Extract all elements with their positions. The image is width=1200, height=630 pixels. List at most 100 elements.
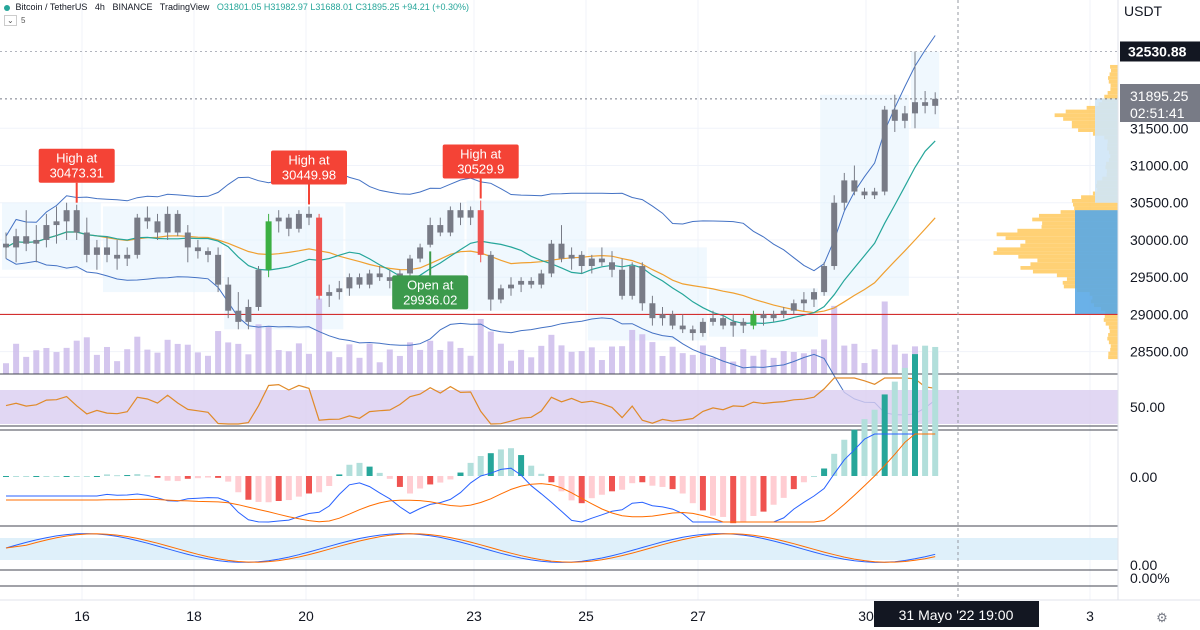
candle[interactable]	[83, 217, 90, 263]
candle[interactable]	[346, 273, 353, 296]
candle[interactable]	[417, 243, 424, 263]
candle[interactable]	[518, 277, 525, 293]
candle[interactable]	[639, 262, 646, 311]
candle[interactable]	[93, 239, 100, 270]
indicator-toggle[interactable]: ⌄ 5	[4, 15, 25, 26]
chevron-down-icon[interactable]: ⌄	[4, 15, 17, 26]
candle[interactable]	[558, 225, 565, 263]
candle[interactable]	[23, 210, 30, 252]
candle[interactable]	[811, 288, 817, 307]
candle[interactable]	[912, 51, 918, 129]
candle[interactable]	[184, 225, 191, 263]
candle[interactable]	[669, 310, 676, 330]
candle[interactable]	[487, 251, 494, 311]
candle[interactable]	[3, 232, 9, 259]
candle[interactable]	[588, 254, 595, 274]
candle[interactable]	[43, 213, 50, 248]
symbol-name[interactable]: Bitcoin / TetherUS	[15, 2, 88, 12]
candle[interactable]	[467, 206, 474, 226]
candle[interactable]	[548, 239, 555, 278]
candle[interactable]	[144, 206, 151, 229]
candle[interactable]	[386, 269, 393, 289]
candle[interactable]	[295, 210, 302, 233]
candle[interactable]	[215, 247, 222, 293]
candle[interactable]	[901, 105, 908, 129]
candle[interactable]	[598, 247, 605, 267]
candle[interactable]	[497, 284, 504, 304]
candle[interactable]	[568, 247, 575, 270]
candle[interactable]	[881, 105, 888, 196]
candle[interactable]	[366, 269, 373, 289]
candle[interactable]	[508, 277, 514, 296]
interval[interactable]: 4h	[94, 2, 105, 12]
candle[interactable]	[720, 314, 727, 330]
candle[interactable]	[104, 236, 110, 263]
candle[interactable]	[457, 202, 464, 226]
candle[interactable]	[932, 92, 939, 115]
candle[interactable]	[154, 213, 161, 240]
candle[interactable]	[124, 247, 131, 267]
candle[interactable]	[841, 172, 848, 211]
candle[interactable]	[427, 217, 434, 248]
candle[interactable]	[689, 325, 696, 341]
candle[interactable]	[134, 213, 141, 259]
candle[interactable]	[447, 206, 454, 237]
candle[interactable]	[780, 306, 787, 319]
candle[interactable]	[659, 306, 666, 326]
candle[interactable]	[73, 204, 80, 240]
candle[interactable]	[174, 210, 181, 237]
candle[interactable]	[528, 277, 535, 289]
candle[interactable]	[831, 195, 838, 270]
candle[interactable]	[750, 310, 757, 330]
candle[interactable]	[306, 206, 312, 226]
candle[interactable]	[740, 318, 747, 334]
candle[interactable]	[53, 206, 60, 244]
candle[interactable]	[770, 310, 777, 322]
candle[interactable]	[13, 228, 20, 263]
candle[interactable]	[265, 213, 272, 278]
candle[interactable]	[800, 292, 807, 311]
candle[interactable]	[609, 251, 615, 278]
candle[interactable]	[477, 200, 484, 263]
candle[interactable]	[760, 310, 767, 326]
candle[interactable]	[205, 247, 211, 263]
candle[interactable]	[861, 187, 868, 199]
candle[interactable]	[316, 213, 323, 300]
candle[interactable]	[194, 239, 201, 259]
candle[interactable]	[649, 295, 656, 326]
candle[interactable]	[376, 266, 383, 281]
candle[interactable]	[619, 258, 626, 300]
candle[interactable]	[871, 187, 878, 199]
candle[interactable]	[629, 262, 636, 300]
candle[interactable]	[437, 217, 444, 237]
candle[interactable]	[33, 225, 40, 263]
candle[interactable]	[821, 262, 828, 296]
candle[interactable]	[336, 280, 343, 300]
candle[interactable]	[245, 299, 252, 330]
candle[interactable]	[851, 165, 858, 196]
candle[interactable]	[285, 213, 292, 237]
candle[interactable]	[235, 292, 242, 330]
candle[interactable]	[679, 314, 686, 334]
candle[interactable]	[538, 269, 545, 289]
candle[interactable]	[790, 299, 797, 315]
candle[interactable]	[891, 94, 898, 132]
candle[interactable]	[578, 251, 585, 274]
candle[interactable]	[275, 210, 282, 233]
candle[interactable]	[730, 314, 737, 337]
candle[interactable]	[710, 310, 716, 326]
candle[interactable]	[255, 266, 262, 311]
candle[interactable]	[407, 254, 413, 278]
candle[interactable]	[699, 318, 706, 337]
candle[interactable]	[63, 202, 70, 240]
candle[interactable]	[225, 277, 232, 319]
candle[interactable]	[114, 239, 121, 270]
candle[interactable]	[164, 206, 171, 240]
candle[interactable]	[326, 284, 333, 307]
candle[interactable]	[922, 91, 929, 114]
